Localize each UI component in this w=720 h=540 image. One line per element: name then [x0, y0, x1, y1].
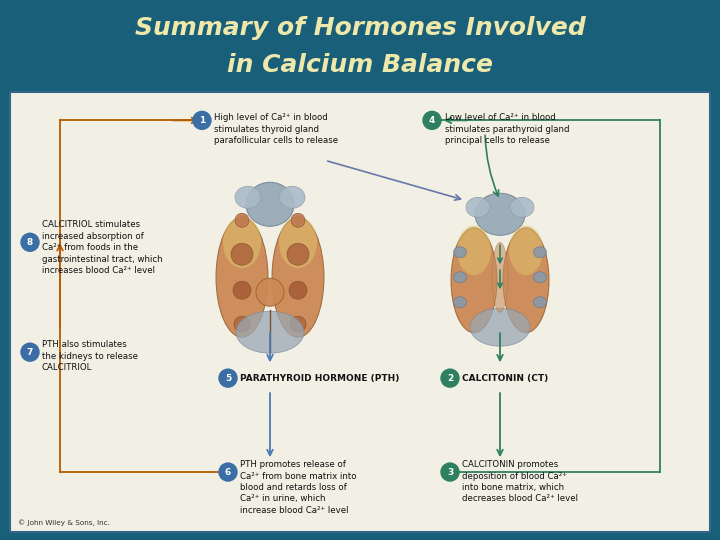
Circle shape — [219, 369, 237, 387]
Ellipse shape — [510, 197, 534, 217]
Ellipse shape — [454, 272, 467, 283]
Ellipse shape — [246, 183, 294, 226]
Ellipse shape — [287, 243, 309, 265]
Text: PARATHYROID HORMONE (PTH): PARATHYROID HORMONE (PTH) — [240, 374, 400, 383]
Text: 6: 6 — [225, 468, 231, 477]
Text: 2: 2 — [447, 374, 453, 383]
Text: PTH promotes release of
Ca²⁺ from bone matrix into
blood and retards loss of
Ca²: PTH promotes release of Ca²⁺ from bone m… — [240, 460, 356, 515]
Circle shape — [21, 343, 39, 361]
Text: 7: 7 — [27, 348, 33, 356]
Ellipse shape — [509, 225, 543, 275]
Ellipse shape — [466, 197, 490, 217]
Ellipse shape — [291, 213, 305, 227]
Ellipse shape — [235, 213, 249, 227]
Ellipse shape — [279, 217, 317, 268]
Ellipse shape — [234, 316, 250, 332]
Ellipse shape — [492, 242, 508, 312]
Ellipse shape — [534, 296, 546, 308]
Ellipse shape — [470, 308, 530, 346]
Text: 1: 1 — [199, 116, 205, 125]
Ellipse shape — [236, 311, 304, 353]
Ellipse shape — [233, 281, 251, 299]
Circle shape — [423, 111, 441, 130]
Text: 3: 3 — [447, 468, 453, 477]
Text: PTH also stimulates
the kidneys to release
CALCITRIOL: PTH also stimulates the kidneys to relea… — [42, 340, 138, 372]
Text: 5: 5 — [225, 374, 231, 383]
Ellipse shape — [256, 278, 284, 306]
Circle shape — [441, 369, 459, 387]
Ellipse shape — [216, 217, 268, 337]
Text: High level of Ca²⁺ in blood
stimulates thyroid gland
parafollicular cells to rel: High level of Ca²⁺ in blood stimulates t… — [214, 113, 338, 145]
Ellipse shape — [289, 281, 307, 299]
Ellipse shape — [235, 186, 261, 208]
Text: Summary of Hormones Involved: Summary of Hormones Involved — [135, 16, 585, 39]
Text: 8: 8 — [27, 238, 33, 247]
Circle shape — [193, 111, 211, 130]
Circle shape — [21, 233, 39, 251]
Circle shape — [441, 463, 459, 481]
Ellipse shape — [457, 225, 491, 275]
Text: 4: 4 — [429, 116, 435, 125]
Ellipse shape — [454, 296, 467, 308]
Ellipse shape — [451, 228, 497, 333]
Text: CALCITRIOL stimulates
increased absorption of
Ca²⁺ from foods in the
gastrointes: CALCITRIOL stimulates increased absorpti… — [42, 220, 163, 275]
Ellipse shape — [231, 243, 253, 265]
Ellipse shape — [454, 247, 467, 258]
Text: in Calcium Balance: in Calcium Balance — [227, 53, 493, 77]
Ellipse shape — [279, 186, 305, 208]
Ellipse shape — [223, 217, 261, 268]
FancyBboxPatch shape — [10, 92, 710, 532]
Ellipse shape — [475, 193, 525, 235]
Text: © John Wiley & Sons, Inc.: © John Wiley & Sons, Inc. — [18, 519, 110, 526]
Ellipse shape — [272, 217, 324, 337]
Text: CALCITONIN (CT): CALCITONIN (CT) — [462, 374, 548, 383]
Circle shape — [219, 463, 237, 481]
Ellipse shape — [290, 316, 306, 332]
Ellipse shape — [534, 272, 546, 283]
Text: Low level of Ca²⁺ in blood
stimulates parathyroid gland
principal cells to relea: Low level of Ca²⁺ in blood stimulates pa… — [445, 113, 570, 145]
Ellipse shape — [503, 228, 549, 333]
Text: CALCITONIN promotes
deposition of blood Ca²⁺
into bone matrix, which
decreases b: CALCITONIN promotes deposition of blood … — [462, 460, 578, 503]
Ellipse shape — [534, 247, 546, 258]
